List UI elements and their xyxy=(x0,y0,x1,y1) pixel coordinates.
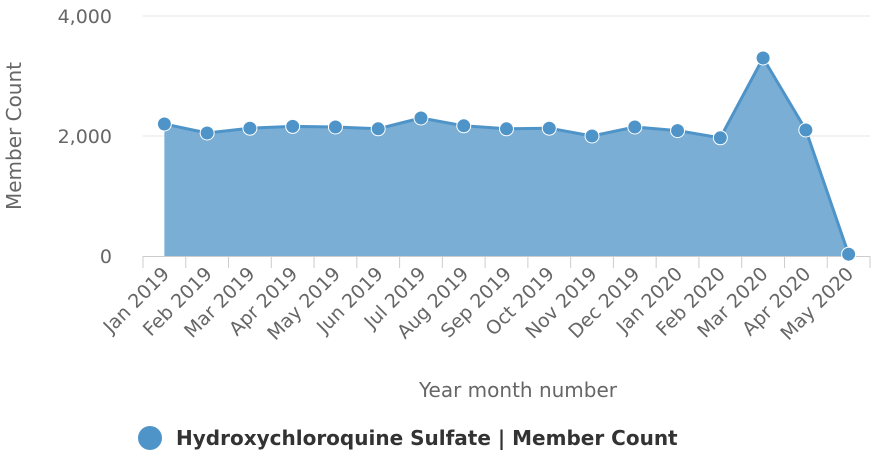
data-point xyxy=(199,125,215,141)
data-point xyxy=(370,121,386,137)
data-point xyxy=(327,119,343,135)
data-point xyxy=(456,118,472,134)
data-point xyxy=(670,123,686,139)
data-point xyxy=(413,110,429,126)
series-points xyxy=(156,50,857,262)
legend-marker-icon xyxy=(138,426,162,450)
data-point xyxy=(712,130,728,146)
y-axis: 0 2,000 4,000 xyxy=(58,6,112,268)
data-point xyxy=(584,128,600,144)
data-point xyxy=(798,122,814,138)
data-point xyxy=(242,120,258,136)
data-point xyxy=(156,116,172,132)
data-point xyxy=(841,246,857,262)
series-area xyxy=(164,56,851,256)
y-tick-label: 4,000 xyxy=(58,6,112,28)
x-axis xyxy=(142,256,871,268)
area-fill xyxy=(164,58,849,256)
data-point xyxy=(285,118,301,134)
data-point xyxy=(755,50,771,66)
x-axis-title: Year month number xyxy=(418,378,618,402)
legend-label: Hydroxychloroquine Sulfate | Member Coun… xyxy=(176,426,678,450)
y-axis-title: Member Count xyxy=(2,62,26,210)
y-tick-label: 2,000 xyxy=(58,126,112,148)
y-tick-label: 0 xyxy=(100,246,112,268)
data-point xyxy=(541,120,557,136)
data-point xyxy=(499,121,514,137)
data-point xyxy=(627,119,643,135)
legend[interactable]: Hydroxychloroquine Sulfate | Member Coun… xyxy=(138,424,678,452)
